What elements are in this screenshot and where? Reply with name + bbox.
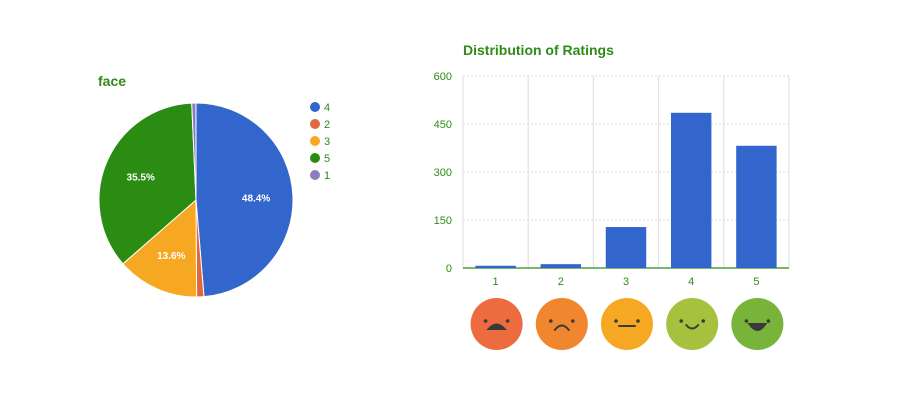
pie-slice-4 (195, 102, 294, 298)
x-tick-label-4: 4 (688, 276, 694, 288)
legend-swatch-3 (310, 136, 320, 146)
bar-series (475, 112, 777, 268)
pie-slice-label-3: 13.6% (157, 251, 185, 262)
legend-label-5: 5 (324, 153, 330, 165)
pie-slice-5 (98, 102, 197, 265)
x-tick-label-5: 5 (753, 276, 759, 288)
legend-label-2: 2 (324, 119, 330, 131)
pie-chart: face 48.4% 13.6% 35.5% 4 2 3 5 1 (98, 73, 330, 298)
pie-slices (98, 102, 294, 298)
legend-swatch-4 (310, 102, 320, 112)
pie-slice-1 (191, 102, 197, 201)
rating-faces (470, 298, 784, 350)
legend-label-1: 1 (324, 170, 330, 182)
pie-slice-3 (122, 198, 198, 298)
face-icon-5 (731, 298, 784, 350)
legend-label-4: 4 (324, 102, 330, 114)
legend-swatch-1 (310, 170, 320, 180)
x-tick-label-3: 3 (623, 276, 629, 288)
bar-5 (736, 145, 777, 268)
bar-3 (605, 227, 647, 268)
bar-gridlines (462, 75, 790, 269)
legend-swatch-2 (310, 119, 320, 129)
x-tick-label-1: 1 (493, 276, 499, 288)
pie-chart-title: face (98, 73, 126, 89)
pie-legend: 4 2 3 5 1 (310, 102, 330, 182)
legend-swatch-5 (310, 153, 320, 163)
pie-slice-label-5: 35.5% (127, 172, 155, 183)
bar-4 (670, 112, 712, 268)
bar-2 (540, 264, 582, 268)
face-icon-3 (601, 298, 653, 350)
x-tick-label-2: 2 (558, 276, 564, 288)
x-axis-ticks: 1 2 3 4 5 (493, 276, 760, 288)
face-icon-2 (535, 298, 588, 350)
legend-label-3: 3 (324, 136, 330, 148)
pie-slice-labels: 48.4% 13.6% 35.5% (127, 172, 271, 261)
face-icon-4 (666, 298, 719, 350)
bar-1 (475, 265, 516, 268)
pie-slice-label-4: 48.4% (242, 194, 270, 205)
face-icon-1 (470, 298, 523, 350)
bar-chart-title: Distribution of Ratings (463, 42, 614, 58)
